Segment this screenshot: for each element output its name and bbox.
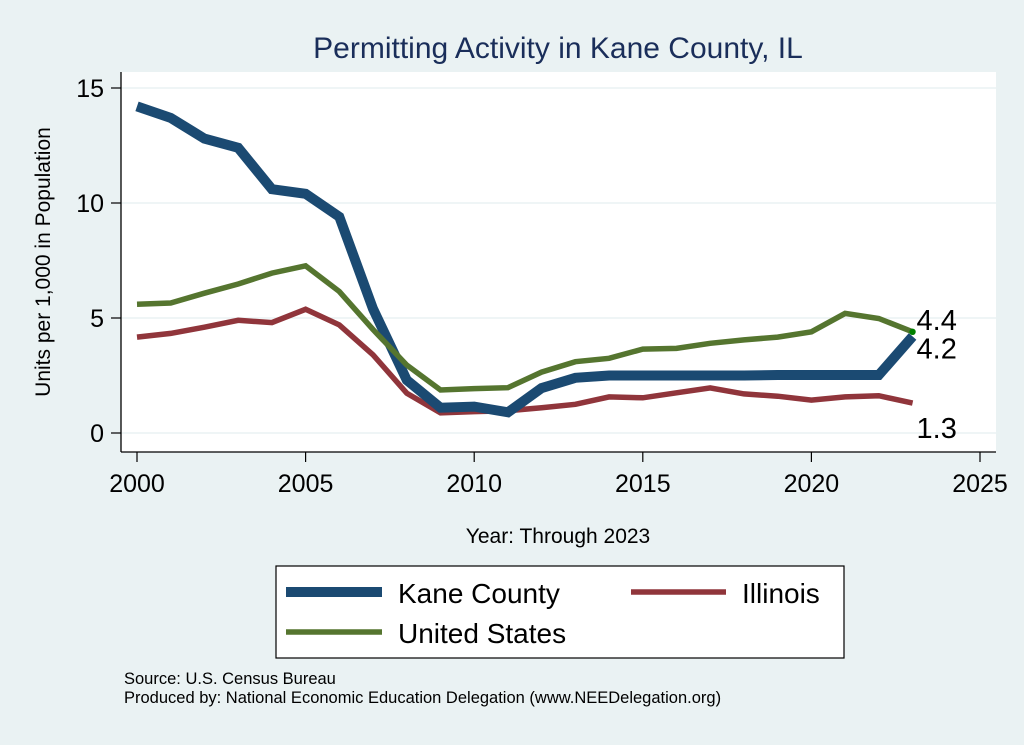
endpoint-marker [909, 328, 916, 335]
chart-title: Permitting Activity in Kane County, IL [313, 32, 803, 65]
legend: Kane County Illinois United States [275, 565, 845, 659]
gridlines [121, 87, 996, 434]
footer: Source: U.S. Census Bureau Produced by: … [124, 670, 721, 708]
x-tick-label: 2000 [109, 470, 165, 498]
end-label-kane-county: 4.2 [917, 333, 957, 365]
series-line-illinois [136, 306, 914, 416]
series-line-united-states [136, 262, 914, 393]
end-labels: 4.2 1.3 4.4 [917, 305, 957, 445]
y-axis-ticks: 0 5 10 15 [76, 75, 121, 448]
plot-area [121, 72, 996, 452]
x-tick-label: 2010 [446, 470, 502, 498]
source-note: Source: U.S. Census Bureau [124, 670, 336, 688]
end-label-illinois: 1.3 [917, 413, 957, 445]
x-tick-label: 2025 [952, 470, 1008, 498]
y-tick-label: 15 [76, 75, 104, 103]
y-tick-label: 5 [90, 305, 104, 333]
x-axis-ticks: 2000 2005 2010 2015 2020 2025 [109, 452, 1008, 498]
x-tick-label: 2005 [278, 470, 334, 498]
series-lines [135, 101, 917, 418]
series-line-kane-county [135, 101, 917, 418]
produced-by-note: Produced by: National Economic Education… [124, 689, 722, 707]
x-tick-label: 2015 [615, 470, 671, 498]
y-tick-label: 0 [90, 420, 104, 448]
y-tick-label: 10 [76, 190, 104, 218]
legend-label-united-states: United States [398, 618, 566, 649]
end-label-united-states: 4.4 [917, 305, 957, 337]
legend-label-kane-county: Kane County [398, 578, 560, 609]
y-axis-title: Units per 1,000 in Population [32, 127, 55, 397]
x-axis-title: Year: Through 2023 [466, 525, 651, 548]
legend-box [275, 565, 845, 659]
x-tick-label: 2020 [784, 470, 840, 498]
legend-label-illinois: Illinois [742, 578, 820, 609]
